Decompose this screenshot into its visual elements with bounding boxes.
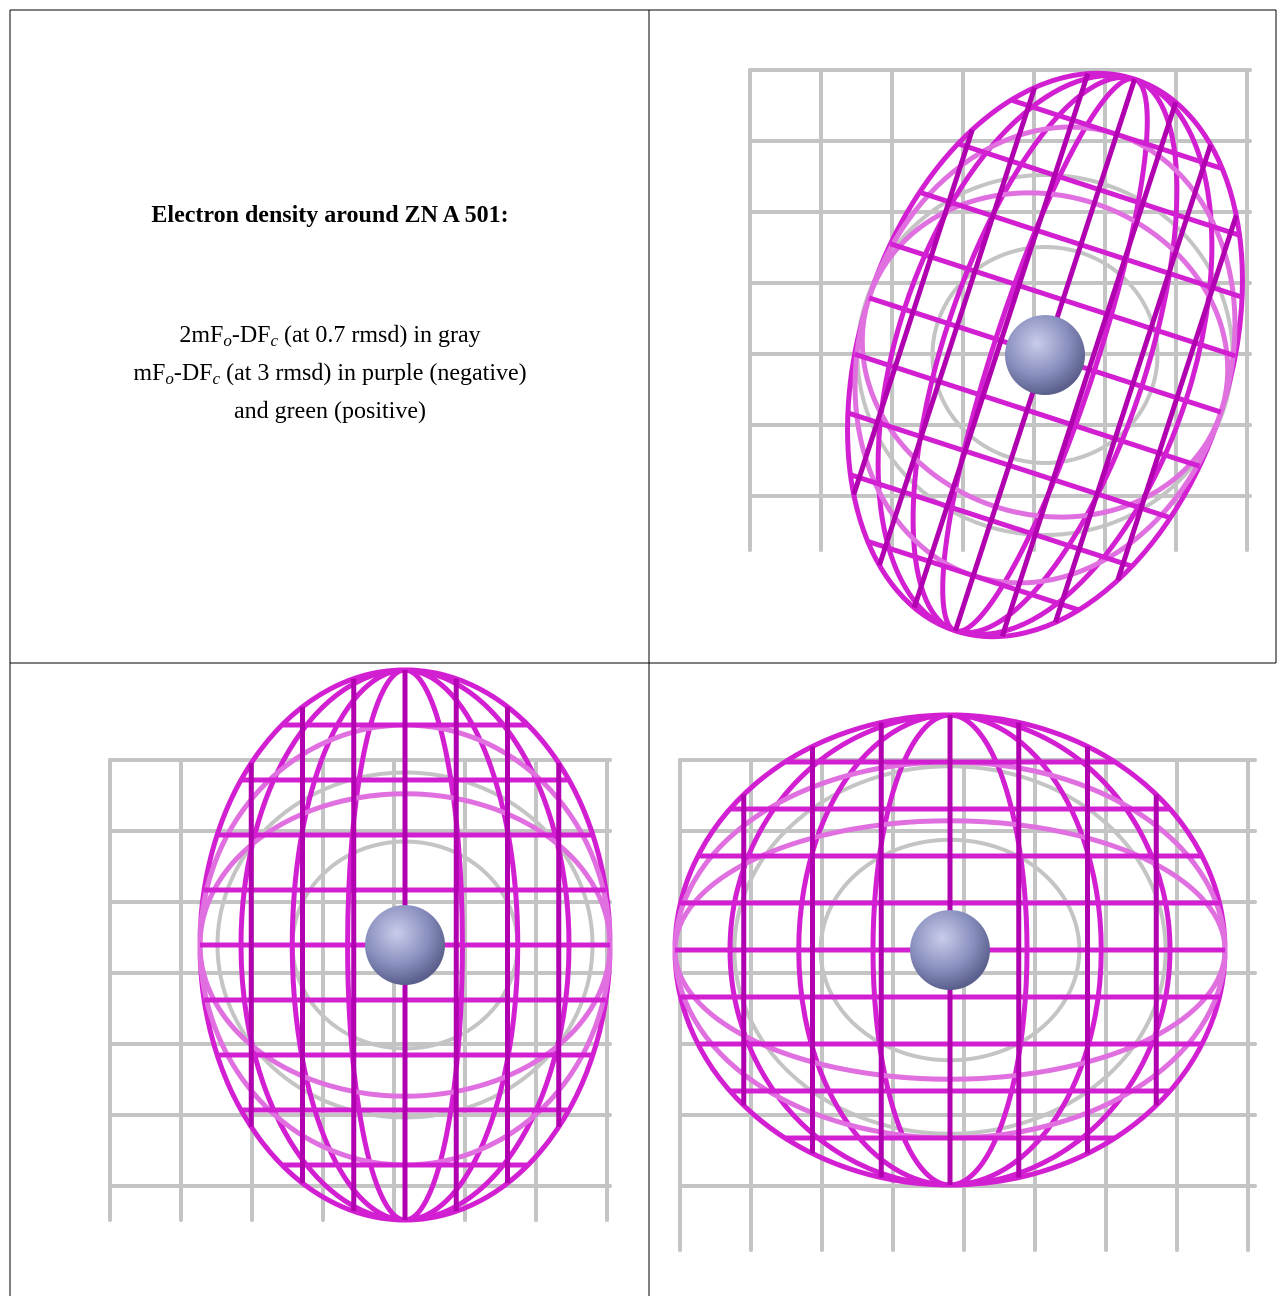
mesh-vertical bbox=[877, 86, 1038, 567]
density-panel bbox=[672, 712, 1257, 1252]
mesh-contour bbox=[930, 245, 1160, 465]
zinc-atom bbox=[910, 910, 990, 990]
text-run: mF bbox=[133, 360, 166, 386]
mesh-vertical bbox=[851, 128, 975, 496]
caption-lines: 2mFo-DFc (at 0.7 rmsd) in gray mFo-DFc (a… bbox=[12, 316, 648, 430]
subscript: c bbox=[212, 369, 221, 388]
panel-caption: Electron density around ZN A 501: 2mFo-D… bbox=[12, 200, 648, 430]
zinc-atom bbox=[1005, 315, 1085, 395]
subscript: o bbox=[223, 331, 232, 350]
text-run: (at 3 rmsd) in purple (negative) bbox=[220, 360, 527, 386]
text-run: and green (positive) bbox=[234, 398, 426, 424]
caption-title: Electron density around ZN A 501: bbox=[151, 202, 509, 228]
purple-mesh bbox=[845, 70, 1245, 640]
text-run: -DF bbox=[173, 360, 213, 386]
subscript: o bbox=[165, 369, 174, 388]
mesh-vertical bbox=[911, 72, 1091, 609]
caption-line: mFo-DFc (at 3 rmsd) in purple (negative) bbox=[12, 354, 648, 392]
purple-mesh bbox=[672, 712, 1228, 1188]
mesh-vertical bbox=[999, 101, 1179, 638]
caption-line: and green (positive) bbox=[12, 392, 648, 430]
mesh-vertical bbox=[1115, 214, 1239, 582]
density-meshes bbox=[108, 68, 1257, 1252]
mesh-vertical bbox=[1052, 143, 1213, 624]
density-panel bbox=[108, 667, 613, 1223]
density-panel bbox=[748, 68, 1252, 640]
subscript: c bbox=[270, 331, 279, 350]
text-run: -DF bbox=[231, 322, 271, 348]
zinc-atom bbox=[365, 905, 445, 985]
text-run: (at 0.7 rmsd) in gray bbox=[278, 322, 481, 348]
purple-mesh bbox=[197, 667, 613, 1223]
table-frame bbox=[9, 9, 1277, 1296]
caption-line: 2mFo-DFc (at 0.7 rmsd) in gray bbox=[12, 316, 648, 354]
text-run: 2mF bbox=[179, 322, 224, 348]
